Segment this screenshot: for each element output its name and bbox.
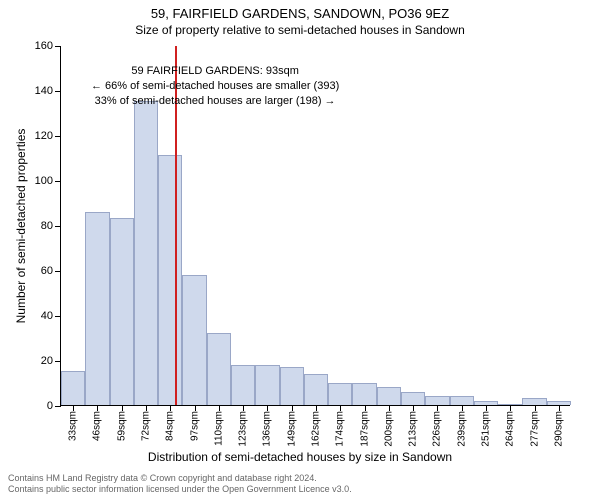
y-tick bbox=[55, 271, 61, 272]
x-tick-label: 123sqm bbox=[238, 411, 249, 447]
y-tick bbox=[55, 91, 61, 92]
annotation-box: 59 FAIRFIELD GARDENS: 93sqm← 66% of semi… bbox=[91, 64, 339, 109]
x-tick-label: 277sqm bbox=[529, 411, 540, 447]
y-tick-label: 100 bbox=[35, 175, 53, 187]
histogram-bar bbox=[255, 365, 279, 406]
x-tick-label: 239sqm bbox=[456, 411, 467, 447]
histogram-bar bbox=[134, 101, 158, 405]
y-tick bbox=[55, 316, 61, 317]
y-tick-label: 0 bbox=[47, 400, 53, 412]
histogram-bar bbox=[328, 383, 352, 406]
plot-region: 02040608010012014016033sqm46sqm59sqm72sq… bbox=[60, 46, 570, 406]
histogram-bar bbox=[158, 155, 182, 405]
chart-title-sub: Size of property relative to semi-detach… bbox=[0, 23, 600, 37]
x-tick-label: 290sqm bbox=[553, 411, 564, 447]
x-tick-label: 136sqm bbox=[262, 411, 273, 447]
histogram-bar bbox=[85, 212, 109, 406]
histogram-bar bbox=[280, 367, 304, 405]
histogram-bar bbox=[401, 392, 425, 406]
annotation-line: ← 66% of semi-detached houses are smalle… bbox=[91, 79, 339, 94]
histogram-bar bbox=[231, 365, 255, 406]
x-tick-label: 72sqm bbox=[141, 411, 152, 441]
x-tick-label: 264sqm bbox=[505, 411, 516, 447]
y-tick bbox=[55, 181, 61, 182]
y-tick-label: 120 bbox=[35, 130, 53, 142]
x-tick-label: 110sqm bbox=[213, 411, 224, 446]
chart-area: 02040608010012014016033sqm46sqm59sqm72sq… bbox=[60, 46, 570, 406]
x-tick-label: 33sqm bbox=[68, 411, 79, 441]
y-tick-label: 60 bbox=[41, 265, 53, 277]
x-tick-label: 226sqm bbox=[432, 411, 443, 447]
annotation-line: 33% of semi-detached houses are larger (… bbox=[91, 94, 339, 109]
histogram-bar bbox=[352, 383, 376, 406]
y-tick-label: 40 bbox=[41, 310, 53, 322]
footer-attribution: Contains HM Land Registry data © Crown c… bbox=[8, 473, 352, 496]
annotation-line: 59 FAIRFIELD GARDENS: 93sqm bbox=[91, 64, 339, 79]
footer-line-2: Contains public sector information licen… bbox=[8, 484, 352, 496]
chart-title-main: 59, FAIRFIELD GARDENS, SANDOWN, PO36 9EZ bbox=[0, 6, 600, 21]
x-tick-label: 59sqm bbox=[116, 411, 127, 441]
x-tick-label: 200sqm bbox=[383, 411, 394, 447]
histogram-bar bbox=[110, 218, 134, 405]
histogram-bar bbox=[522, 398, 546, 405]
x-tick-label: 97sqm bbox=[189, 411, 200, 441]
y-tick-label: 160 bbox=[35, 40, 53, 52]
y-tick-label: 20 bbox=[41, 355, 53, 367]
histogram-bar bbox=[377, 387, 401, 405]
histogram-bar bbox=[182, 275, 206, 406]
x-tick-label: 84sqm bbox=[165, 411, 176, 441]
y-tick-label: 140 bbox=[35, 85, 53, 97]
y-tick bbox=[55, 406, 61, 407]
y-axis-label: Number of semi-detached properties bbox=[14, 129, 28, 324]
x-tick-label: 162sqm bbox=[311, 411, 322, 447]
histogram-bar bbox=[304, 374, 328, 406]
x-tick-label: 46sqm bbox=[92, 411, 103, 441]
x-tick-label: 213sqm bbox=[408, 411, 419, 447]
y-tick bbox=[55, 226, 61, 227]
footer-line-1: Contains HM Land Registry data © Crown c… bbox=[8, 473, 352, 485]
x-tick-label: 251sqm bbox=[481, 411, 492, 447]
y-tick-label: 80 bbox=[41, 220, 53, 232]
x-axis-label: Distribution of semi-detached houses by … bbox=[0, 450, 600, 464]
y-tick bbox=[55, 361, 61, 362]
histogram-bar bbox=[207, 333, 231, 405]
x-tick-label: 187sqm bbox=[359, 411, 370, 447]
y-tick bbox=[55, 136, 61, 137]
histogram-bar bbox=[425, 396, 449, 405]
x-tick-label: 149sqm bbox=[286, 411, 297, 447]
histogram-bar bbox=[61, 371, 85, 405]
histogram-bar bbox=[450, 396, 474, 405]
x-tick-label: 174sqm bbox=[335, 411, 346, 447]
y-tick bbox=[55, 46, 61, 47]
